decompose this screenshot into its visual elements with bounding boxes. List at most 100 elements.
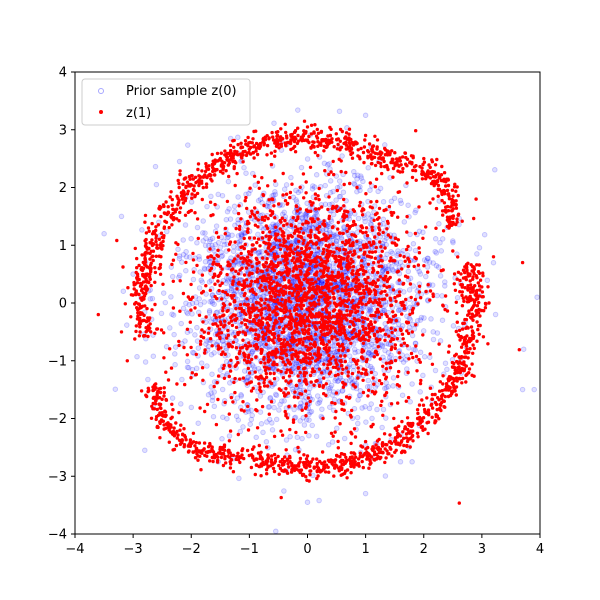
z1-point [290,286,294,290]
z1-point [352,209,357,213]
z1-point [391,288,396,292]
prior-sample-point [362,218,368,225]
prior-sample-point [423,273,429,280]
z1-point [260,236,265,240]
z1-point [316,357,320,362]
z1-point [414,344,418,348]
prior-sample-point [356,312,362,318]
z1-point [397,293,402,298]
z1-point [322,362,326,366]
z1-point [383,246,387,250]
z1-point [214,231,219,235]
z1-point [271,327,275,331]
z1-point [388,275,392,280]
prior-sample-point [223,275,230,282]
z1-point [237,204,241,208]
prior-sample-point [382,264,389,270]
z1-point [234,226,238,231]
prior-sample-point [211,301,217,308]
z1-point [330,401,334,405]
prior-sample-point [265,344,271,351]
prior-sample-point [411,346,417,353]
z1-point [178,309,182,313]
prior-sample-point [270,221,276,227]
prior-sample-point [176,255,183,262]
prior-sample-point [124,322,130,328]
z1-point [282,237,286,242]
z1-point [246,230,250,234]
z1-point [307,323,311,328]
z1-point [446,350,451,354]
z1-point [287,299,291,303]
z1-point [226,342,230,346]
prior-sample-point [360,178,366,185]
z1-point [279,337,283,342]
prior-sample-point [379,342,385,349]
prior-sample-point [377,185,384,192]
prior-sample-point [325,162,331,168]
z1-point [218,315,222,319]
z1-point [439,269,443,273]
z1-point [325,366,330,370]
z1-point [283,344,287,349]
z1-point [196,236,200,241]
z1-point [318,320,322,325]
prior-sample-point [336,178,343,184]
prior-sample-point [147,296,154,302]
prior-sample-point [241,230,247,236]
z1-point [306,319,311,323]
z1-point [291,274,295,278]
z1-point [262,384,267,388]
z1-point [313,332,318,337]
z1-point [331,434,335,438]
z1-point [375,330,380,334]
prior-sample-point [245,374,251,380]
prior-sample-point [238,237,244,244]
prior-sample-point [326,201,333,208]
z1-point [189,308,193,312]
z1-point [383,338,387,342]
z1-point [347,238,352,242]
prior-sample-point [208,351,215,358]
z1-point [324,347,328,352]
z1-point [298,185,302,189]
z1-point [338,422,342,426]
prior-sample-point [196,256,203,262]
z1-point [296,351,301,355]
prior-sample-point [236,311,243,318]
prior-sample-point [474,251,480,257]
prior-sample-point [307,409,313,416]
z1-point [276,263,280,268]
prior-sample-point [172,344,179,350]
z1-point [361,324,365,329]
prior-sample-point [341,225,347,231]
z1-point [410,311,415,315]
z1-point [341,385,346,389]
z1-point [381,413,385,417]
prior-sample-point [211,247,218,254]
prior-sample-point [169,395,176,401]
z1-point [398,355,402,360]
z1-point [228,364,232,368]
z1-point [351,223,355,227]
z1-point [226,328,230,333]
z1-point [282,223,286,228]
z1-point [279,342,283,346]
prior-sample-point [210,413,217,420]
prior-sample-point [298,164,305,171]
z1-point [316,153,320,158]
z1-point [378,337,382,342]
z1-point [388,235,393,239]
z1-point [415,369,419,373]
z1-point [243,318,247,322]
prior-sample-point [382,385,388,392]
z1-point [291,216,295,220]
prior-sample-point [279,202,286,208]
z1-point [169,366,174,370]
prior-sample-point [409,332,416,339]
z1-point [256,375,260,380]
z1-point [262,203,266,208]
z1-point [333,373,338,378]
z1-point [274,234,278,238]
z1-point [372,332,377,336]
